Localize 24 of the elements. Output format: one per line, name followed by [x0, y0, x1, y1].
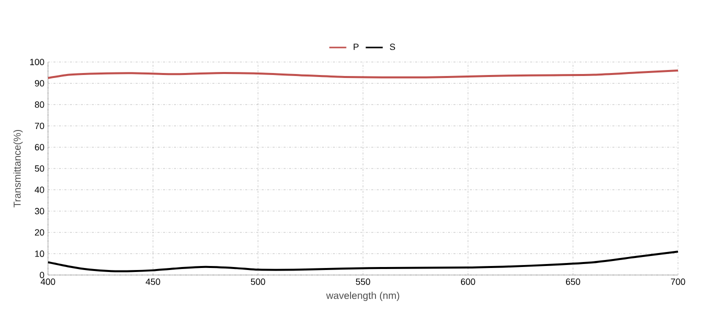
y-tick-label: 90	[34, 80, 44, 86]
y-tick-label: 60	[34, 144, 44, 150]
x-tick-label: 450	[146, 278, 160, 285]
y-tick-label: 50	[34, 165, 44, 172]
y-tick-label: 40	[34, 186, 44, 193]
line-series	[48, 250, 678, 272]
y-tick-label: 100	[30, 58, 44, 66]
y-tick-label: 0	[40, 272, 44, 278]
x-tick-label: 650	[566, 278, 580, 285]
line-series	[48, 70, 678, 79]
x-tick-label: 700	[670, 278, 686, 285]
y-axis-title: Transmittance(%)	[13, 130, 23, 208]
x-tick-label: 600	[460, 278, 476, 285]
x-tick-label: 550	[356, 278, 370, 285]
legend-label: P	[354, 44, 359, 50]
x-tick-label: 400	[40, 278, 56, 285]
legend-label: S	[390, 44, 396, 50]
y-tick-label: 20	[34, 229, 44, 236]
y-tick-label: 70	[34, 122, 44, 130]
y-tick-label: 30	[34, 208, 44, 214]
y-tick-label: 10	[35, 250, 44, 257]
x-axis-title: wavelength (nm)	[326, 292, 400, 301]
x-tick-label: 500	[250, 278, 266, 285]
y-tick-label: 80	[34, 101, 44, 108]
